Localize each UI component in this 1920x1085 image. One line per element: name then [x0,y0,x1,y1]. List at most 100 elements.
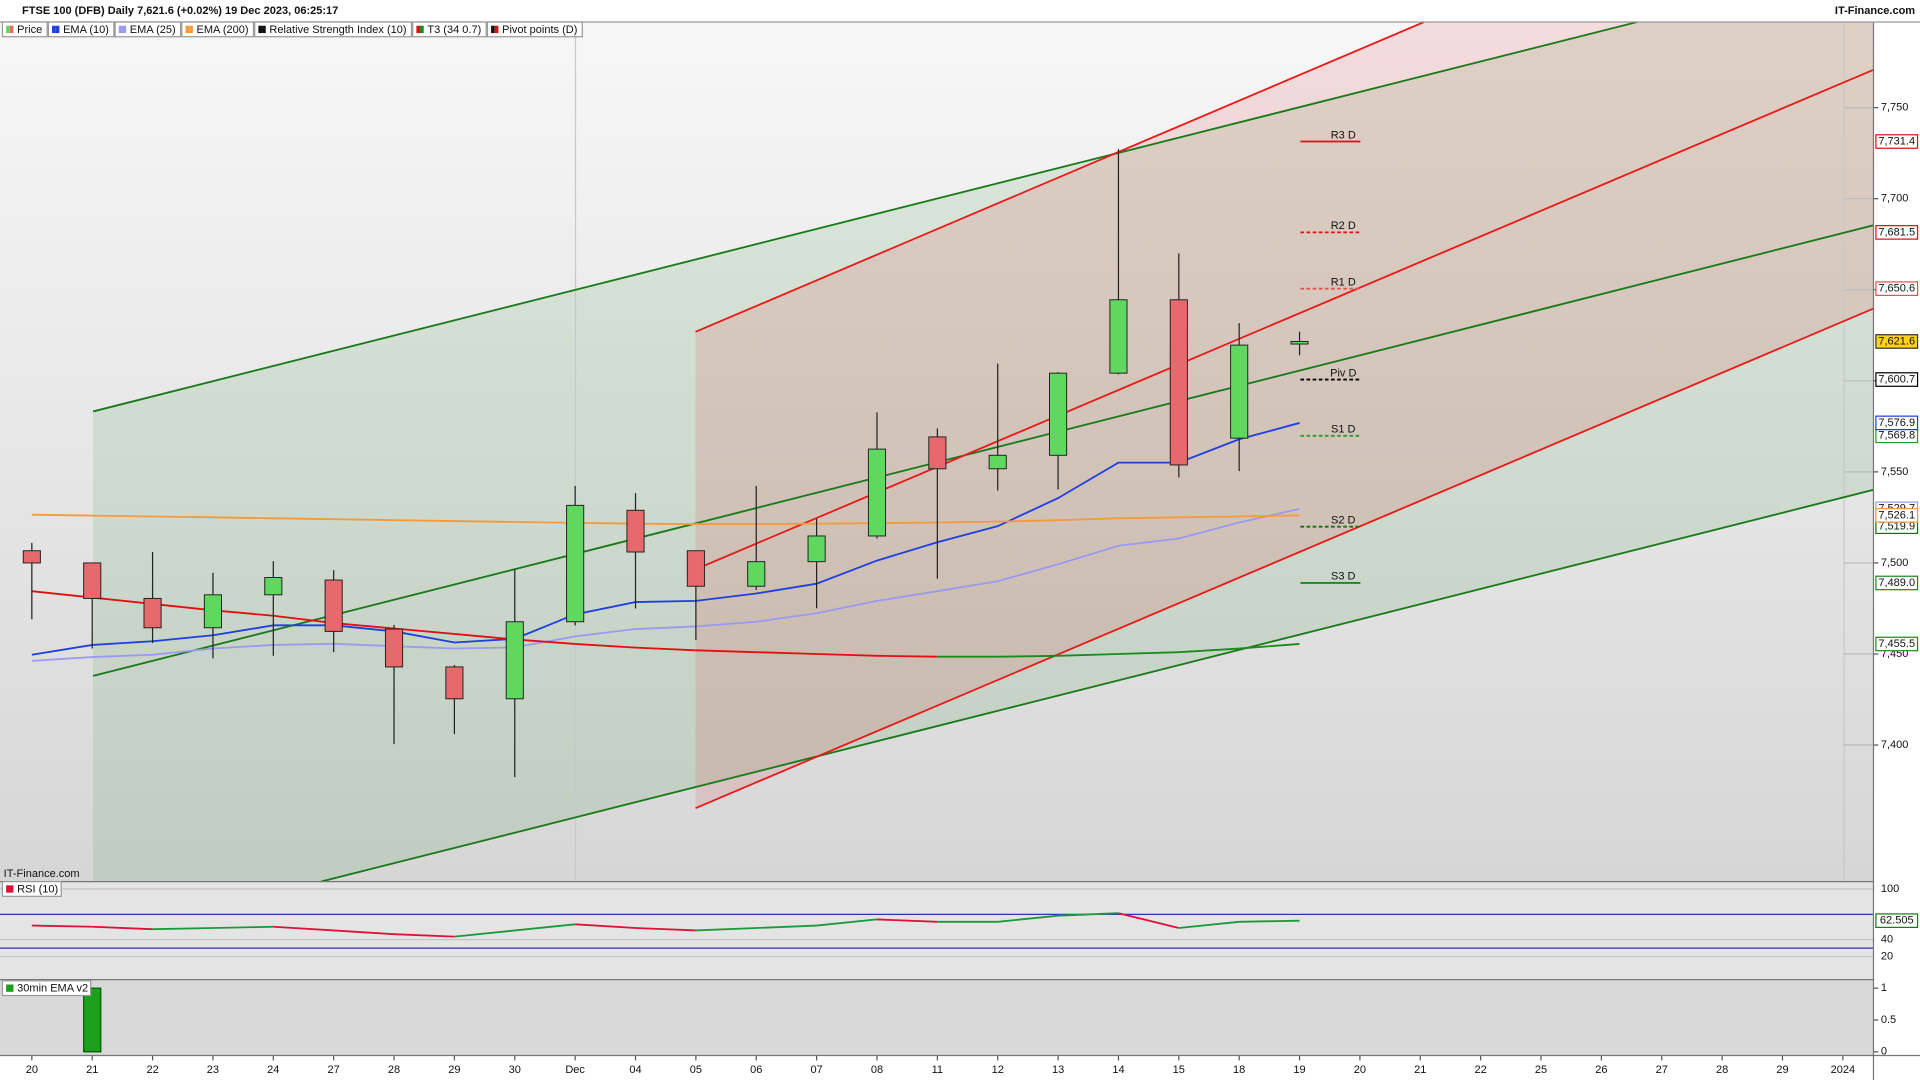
y-tick-label: 40 [1881,934,1893,946]
axis-value-box [1875,372,1919,387]
x-tick-label: 27 [328,1064,340,1076]
line-segment [1239,643,1300,650]
candle-body [384,628,404,668]
pane-label-box [1,881,62,897]
x-tick-label: 20 [26,1064,38,1076]
pivot-name: S3 D [1331,571,1356,583]
candle-body [1109,299,1128,374]
line-segment [635,927,696,932]
axis-value-box [1875,415,1919,431]
green-channel [93,22,1874,882]
axis-value-box [1875,134,1919,149]
line-segment [273,925,334,932]
candle-body [1290,340,1309,345]
line-segment [756,651,817,655]
candle-body [264,577,283,596]
x-tick-label: 30 [509,1064,521,1076]
line-segment [92,925,153,931]
line-segment [333,622,395,630]
x-tick-label: 08 [871,1064,883,1076]
candle-body [203,594,222,629]
x-tick-label: 13 [1052,1064,1064,1076]
y-tick-label: 7,700 [1881,193,1909,205]
legend-icon [122,25,127,34]
line-segment [454,929,515,938]
x-tick-label: 22 [1475,1064,1487,1076]
x-tick-label: 26 [1595,1064,1607,1076]
trend-line [695,22,1425,333]
x-tick-label: 21 [1414,1064,1426,1076]
line-segment [273,614,334,624]
legend-icon [262,25,266,34]
legend-label: Pivot points (D) [502,24,577,36]
axis-value-box [1875,508,1919,523]
legend-item [181,21,255,38]
source: IT-Finance.com [1835,5,1915,17]
legend-item [412,21,487,38]
line-segment [92,596,153,605]
line-segment [152,927,213,931]
candle-body [626,509,645,553]
line-segment [31,924,93,928]
legend-label: T3 (34 0.7) [427,24,481,36]
legend-icon [9,25,14,34]
axis-value-label: 7,681.5 [1878,226,1915,238]
candle-body [1230,344,1249,439]
candle-body [686,550,705,587]
axis-value-box [1875,334,1919,349]
pivot-name: Piv D [1330,367,1356,379]
x-tick-label: 27 [1656,1064,1668,1076]
pivot-name: R2 D [1331,220,1356,232]
candle-body [83,562,102,599]
legend-icon [420,25,424,34]
x-tick-label: Dec [565,1064,585,1076]
x-tick-label: 28 [388,1064,400,1076]
legend-icon [258,25,263,34]
x-tick-label: 25 [1535,1064,1547,1076]
legend-icon [494,25,499,34]
x-tick-label: 22 [146,1064,158,1076]
y-tick-label: 20 [1881,950,1893,962]
legend-item [254,21,413,38]
y-tick-label: 7,500 [1881,557,1909,569]
plot: 7,4007,4507,5007,5507,6007,6507,7007,750… [0,102,1919,1076]
x-tick-label: 05 [690,1064,702,1076]
y-tick-label: 100 [1881,883,1899,895]
legend: Price EMA (10) EMA (25) EMA (200) Relative S… [1,21,583,38]
line-segment [997,654,1059,658]
legend-icon [416,25,421,34]
y-tick-label: 0.5 [1881,1014,1896,1026]
candle-body [324,579,343,632]
axis-value-box [1875,913,1919,929]
x-tick-label: 19 [1293,1064,1305,1076]
x-tick-label: 29 [1776,1064,1788,1076]
pivot-name: S2 D [1331,514,1356,526]
candle-body [1169,299,1188,466]
line-segment [635,646,696,652]
legend-icon [118,25,123,34]
line-segment [876,654,938,658]
chart-title: FTSE 100 (DFB) Daily 7,621.6 (+0.02%) 19… [22,5,338,17]
axis-value-label: 7,650.6 [1878,283,1915,295]
line-segment [454,633,515,641]
y-tick-label: 7,750 [1881,102,1909,114]
candle-body [22,550,41,564]
legend-label: EMA (10) [63,24,109,36]
candle-body [988,454,1007,470]
x-tick-label: 07 [810,1064,822,1076]
x-tick-label: 21 [86,1064,98,1076]
axis-value-label: 7,455.5 [1878,638,1915,650]
line-segment [31,590,93,599]
x-tick-label: 29 [448,1064,460,1076]
y-tick-label: 1 [1881,982,1887,994]
x-tick-label: 18 [1233,1064,1245,1076]
x-tick-label: 15 [1173,1064,1185,1076]
axis-value-label: 7,519.9 [1878,521,1915,533]
legend-icon [185,25,190,34]
axis-value-box [1875,225,1919,240]
x-tick-label: 14 [1112,1064,1124,1076]
line-segment [816,918,878,927]
line-segment [695,649,757,654]
